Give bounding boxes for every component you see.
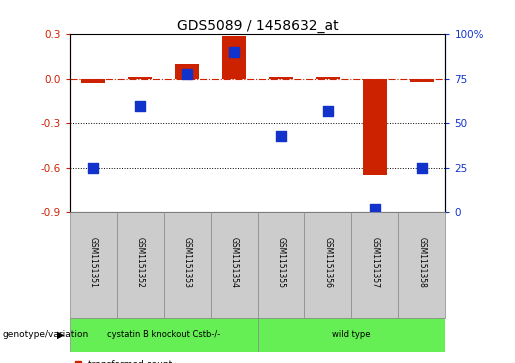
FancyBboxPatch shape	[304, 212, 352, 318]
FancyBboxPatch shape	[116, 212, 164, 318]
Point	[418, 165, 426, 171]
Text: cystatin B knockout Cstb-/-: cystatin B knockout Cstb-/-	[107, 330, 220, 339]
Text: GSM1151352: GSM1151352	[135, 237, 145, 288]
Bar	[269, 77, 293, 79]
Title: GDS5089 / 1458632_at: GDS5089 / 1458632_at	[177, 20, 338, 33]
Bar	[175, 64, 199, 79]
Text: GSM1151353: GSM1151353	[182, 237, 192, 288]
Bar	[363, 79, 387, 175]
FancyBboxPatch shape	[258, 318, 445, 352]
FancyBboxPatch shape	[399, 212, 445, 318]
Bar	[128, 77, 152, 79]
Legend: transformed count, percentile rank within the sample: transformed count, percentile rank withi…	[74, 360, 242, 363]
FancyBboxPatch shape	[70, 212, 116, 318]
Bar	[316, 77, 340, 79]
Point	[324, 108, 332, 114]
FancyBboxPatch shape	[352, 212, 399, 318]
Bar	[410, 79, 434, 82]
Bar	[222, 36, 246, 79]
Text: GSM1151355: GSM1151355	[277, 237, 285, 288]
Bar	[81, 79, 105, 83]
Text: GSM1151356: GSM1151356	[323, 237, 333, 288]
FancyBboxPatch shape	[70, 318, 258, 352]
Point	[230, 49, 238, 55]
Point	[136, 103, 144, 109]
Text: GSM1151358: GSM1151358	[418, 237, 426, 288]
Text: genotype/variation: genotype/variation	[3, 330, 89, 339]
Point	[89, 165, 97, 171]
Point	[371, 206, 379, 212]
Point	[183, 71, 191, 77]
Point	[277, 133, 285, 139]
FancyBboxPatch shape	[164, 212, 211, 318]
Text: wild type: wild type	[332, 330, 371, 339]
Text: GSM1151354: GSM1151354	[230, 237, 238, 288]
Text: GSM1151351: GSM1151351	[89, 237, 97, 288]
FancyBboxPatch shape	[258, 212, 304, 318]
Text: ▶: ▶	[57, 330, 64, 340]
Text: GSM1151357: GSM1151357	[370, 237, 380, 288]
FancyBboxPatch shape	[211, 212, 258, 318]
